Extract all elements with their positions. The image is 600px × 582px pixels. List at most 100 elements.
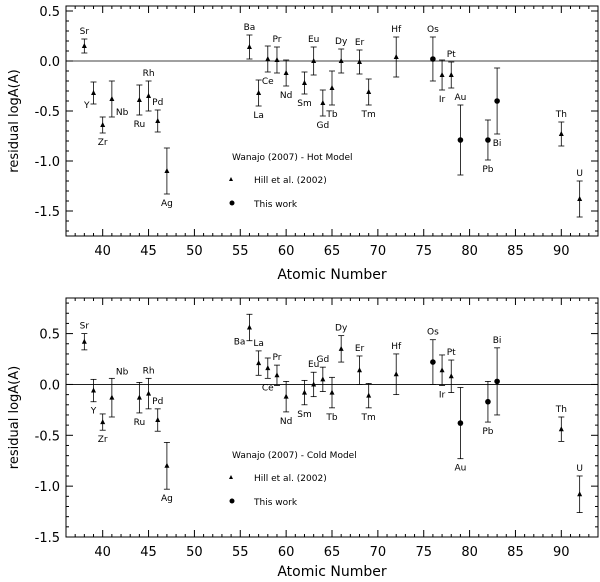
x-tick-label: 75 — [415, 545, 432, 560]
element-label-Th: Th — [555, 405, 567, 415]
data-point-Y — [91, 90, 97, 95]
data-point-Ir — [439, 367, 445, 373]
data-point-Tm — [366, 392, 372, 398]
element-label-Nd: Nd — [280, 417, 292, 427]
data-point-Pr — [274, 372, 280, 378]
data-point-Rh — [146, 93, 152, 98]
y-tick-label: -0.5 — [35, 429, 60, 444]
data-point-Ru — [136, 394, 142, 400]
element-label-Ir: Ir — [439, 390, 446, 400]
y-tick-label: -1.0 — [35, 155, 60, 170]
element-label-Nd: Nd — [280, 91, 292, 101]
x-tick-label: 50 — [186, 244, 203, 259]
data-point-Er — [357, 59, 363, 64]
data-point-Tm — [366, 89, 372, 94]
x-tick-label: 90 — [553, 545, 570, 560]
element-label-Y: Y — [83, 101, 90, 111]
data-point-Ce — [265, 56, 271, 61]
element-label-Sm: Sm — [297, 99, 311, 109]
y-tick-label: 0.5 — [39, 5, 60, 20]
element-label-Bi: Bi — [493, 139, 502, 149]
data-point-Ag — [164, 462, 170, 468]
legend-circle-marker — [229, 200, 235, 206]
y-tick-label: 0.0 — [39, 55, 60, 70]
x-tick-label: 65 — [324, 244, 341, 259]
element-label-Ir: Ir — [439, 95, 446, 105]
data-point-Zr — [100, 419, 106, 425]
data-point-Zr — [100, 122, 106, 127]
element-label-Ag: Ag — [161, 199, 173, 209]
element-label-Nb: Nb — [116, 108, 129, 118]
element-label-Ag: Ag — [161, 494, 173, 504]
data-point-Pb — [485, 398, 491, 405]
x-tick-label: 50 — [186, 545, 203, 560]
data-point-Gd — [320, 376, 326, 382]
y-tick-label: -1.5 — [35, 205, 60, 220]
element-label-Tm: Tm — [361, 110, 376, 120]
data-point-Ce — [265, 365, 271, 371]
data-point-Hf — [393, 54, 399, 59]
legend-circle-marker — [229, 498, 235, 504]
data-point-La — [256, 90, 262, 95]
plot-frame — [65, 5, 599, 237]
legend-label: This work — [253, 200, 298, 210]
x-tick-label: 60 — [278, 545, 295, 560]
data-point-Sm — [301, 389, 307, 395]
data-point-Ag — [164, 168, 170, 173]
element-label-Gd: Gd — [316, 121, 329, 131]
data-point-Bi — [494, 378, 500, 385]
element-label-Hf: Hf — [391, 342, 402, 352]
data-point-Os — [430, 359, 436, 365]
legend-label: This work — [253, 498, 298, 508]
element-label-Eu: Eu — [308, 360, 319, 370]
data-point-Bi — [494, 98, 500, 104]
data-point-Ir — [439, 72, 445, 77]
data-point-Gd — [320, 100, 326, 105]
x-tick-label: 85 — [507, 545, 524, 560]
x-tick-label: 80 — [461, 545, 478, 560]
element-label-Ce: Ce — [262, 383, 274, 393]
data-point-Au — [457, 420, 464, 426]
data-point-Tb — [329, 389, 335, 395]
data-point-Nd — [283, 70, 289, 75]
data-point-Ru — [136, 97, 142, 102]
y-tick-label: 0.0 — [39, 378, 60, 393]
data-point-Hf — [393, 371, 399, 377]
data-point-Au — [457, 137, 464, 143]
data-point-Y — [91, 387, 97, 393]
element-label-Er: Er — [355, 38, 365, 48]
data-point-Eu — [311, 381, 317, 387]
data-point-Dy — [338, 345, 344, 351]
x-tick-label: 60 — [278, 244, 295, 259]
element-label-Y: Y — [90, 407, 97, 417]
element-label-Os: Os — [427, 328, 439, 338]
data-point-Pd — [155, 417, 161, 423]
x-tick-label: 70 — [370, 244, 387, 259]
data-point-Os — [430, 56, 436, 62]
data-point-Pd — [155, 118, 161, 123]
y-tick-label: -1.0 — [35, 480, 60, 495]
data-point-Th — [558, 131, 564, 136]
y-tick-label: 0.5 — [39, 328, 60, 343]
element-label-Er: Er — [355, 344, 365, 354]
x-tick-label: 85 — [507, 244, 524, 259]
element-label-Sm: Sm — [297, 410, 311, 420]
x-tick-label: 45 — [140, 244, 157, 259]
data-point-Ba — [246, 44, 252, 49]
data-point-Ba — [246, 324, 252, 330]
data-point-U — [577, 196, 583, 201]
chart-panel-1: 40 45 50 55 60 65 70 75 80 85 90 0.5 0.0 -0.5 -1.0 -1.5… — [7, 5, 599, 283]
element-label-Os: Os — [427, 25, 439, 35]
x-tick-label: 55 — [232, 244, 249, 259]
y-axis-title: residual logA(A) — [7, 366, 22, 469]
model-title: Wanajo (2007) - Hot Model — [232, 153, 353, 163]
element-label-Pt: Pt — [447, 348, 456, 358]
element-label-Pb: Pb — [482, 165, 493, 175]
element-label-Au: Au — [454, 464, 466, 474]
x-tick-label: 65 — [324, 545, 341, 560]
element-label-Bi: Bi — [493, 336, 502, 346]
element-label-Th: Th — [555, 110, 567, 120]
x-tick-label: 90 — [553, 244, 570, 259]
element-label-Ru: Ru — [134, 120, 146, 130]
